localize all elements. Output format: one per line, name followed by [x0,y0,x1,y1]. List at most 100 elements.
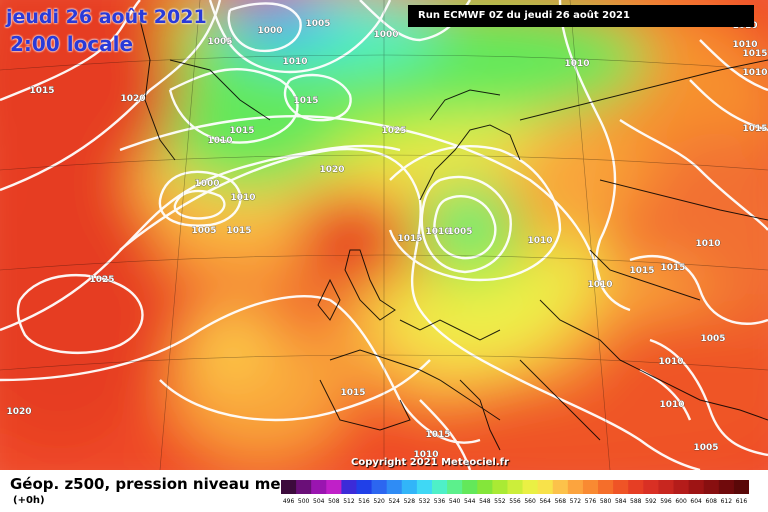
isobar-label: 1015 [660,263,685,273]
color-scale-swatch [582,480,599,494]
legend-title: Géop. z500, pression niveau mer [10,475,288,493]
color-scale-tick-label: 616 [736,498,748,505]
color-scale-tick-label: 512 [343,498,355,505]
isobar-label: 1010 [587,280,612,290]
color-scale-swatch [567,480,584,494]
color-scale-swatch [371,480,388,494]
color-scale-tick-label: 496 [283,498,295,505]
color-scale-tick-label: 532 [419,498,431,505]
color-scale-tick-label: 556 [509,498,521,505]
color-scale-swatch [281,480,297,494]
isobar-label: 1010 [207,136,232,146]
color-scale-swatch [552,480,569,494]
isobar-label: 1015 [293,96,318,106]
color-scale-tick-label: 520 [373,498,385,505]
color-scale-swatch [431,480,448,494]
isobar-label: 1000 [373,30,398,40]
color-scale-swatch [718,480,735,494]
isobar-label: 1015 [425,430,450,440]
color-scale-tick-label: 536 [434,498,446,505]
isobar-label: 1010 [425,227,450,237]
color-scale-swatch [311,480,327,494]
color-scale-tick-label: 504 [313,498,325,505]
isobar-label: 1005 [305,19,330,29]
model-run-label: Run ECMWF 0Z du jeudi 26 août 2021 [408,5,754,27]
color-scale-tick-label: 508 [328,498,340,505]
isobar-lines [0,0,768,470]
isobar-label: 1015 [742,49,767,59]
color-scale-swatch [326,480,342,494]
color-scale-tick-label: 576 [585,498,597,505]
color-scale-tick-label: 580 [600,498,612,505]
color-scale-swatch [643,480,659,494]
color-scale-swatch [522,480,539,494]
geopotential-color-field [0,0,768,470]
color-scale-tick-label: 540 [449,498,461,505]
color-scale-swatch [296,480,312,494]
isobar-labels: 1005100010051000101010151020101510151010… [6,19,768,461]
geopotential-map: 1005100010051000101010151020101510151010… [0,0,768,470]
color-scale-tick-label: 564 [539,498,551,505]
color-scale-swatch [598,480,614,494]
color-scale-swatch [628,480,644,494]
color-scale-tick-label: 548 [479,498,491,505]
color-scale-tick-label: 524 [389,498,401,505]
color-scale-swatch [658,480,675,494]
color-scale-swatch [462,480,478,494]
color-scale-tick-label: 584 [615,498,627,505]
color-scale-tick-label: 612 [721,498,733,505]
color-scale-tick-label: 544 [464,498,476,505]
isobar-label: 1005 [693,443,718,453]
color-scale-swatch [477,480,493,494]
isobar-label: 1010 [695,239,720,249]
isobar-label: 1010 [658,357,683,367]
color-scale-tick-label: 568 [555,498,567,505]
color-scale-swatch [386,480,403,494]
isobar-label: 1005 [447,227,472,237]
isobar-label: 1010 [564,59,589,69]
color-scale-tick-label: 588 [630,498,642,505]
color-scale-tick-label: 592 [645,498,657,505]
isobar-label: 1010 [413,450,438,460]
color-scale-tick-label: 596 [660,498,672,505]
isobar-label: 1025 [381,126,406,136]
color-scale-swatch [356,480,373,494]
color-scale-swatch [673,480,690,494]
isobar-label: 1015 [742,124,767,134]
isobar-label: 1010 [659,400,684,410]
color-scale-swatch [703,480,720,494]
color-scale-tick-label: 572 [570,498,582,505]
color-scale-swatch [613,480,629,494]
isobar-label: 1020 [120,94,145,104]
isobar-label: 1020 [6,407,31,417]
isobar-label: 1000 [257,26,282,36]
isobar-label: 1020 [319,165,344,175]
color-scale-swatch [688,480,705,494]
color-scale-swatch [416,480,433,494]
isobar-label: 1010 [732,40,757,50]
color-scale-swatch [507,480,524,494]
lat-lon-grid [0,0,768,470]
color-scale-tick-label: 560 [524,498,536,505]
color-scale-swatch [492,480,508,494]
color-scale-tick-label: 528 [404,498,416,505]
color-scale-swatch [537,480,554,494]
isobar-label: 1005 [700,334,725,344]
color-scale-tick-label: 600 [675,498,687,505]
isobar-label: 1025 [89,275,114,285]
color-scale-tick-label: 500 [298,498,310,505]
isobar-label: 1015 [29,86,54,96]
legend-subtitle: (+0h) [13,495,45,506]
isobar-label: 1015 [340,388,365,398]
isobar-label: 1015 [629,266,654,276]
isobar-label: 1015 [229,126,254,136]
color-scale-swatch [341,480,357,494]
isobar-label: 1005 [191,226,216,236]
isobar-label: 1010 [742,68,767,78]
color-scale-tick-label: 552 [494,498,506,505]
color-scale-tick-label: 516 [358,498,370,505]
map-date-title: jeudi 26 août 2021 [6,6,207,28]
color-scale-bar: 496 500 504 508 512 516 520 524 528 532 536 540 544 5… [281,480,749,505]
isobar-label: 1015 [226,226,251,236]
